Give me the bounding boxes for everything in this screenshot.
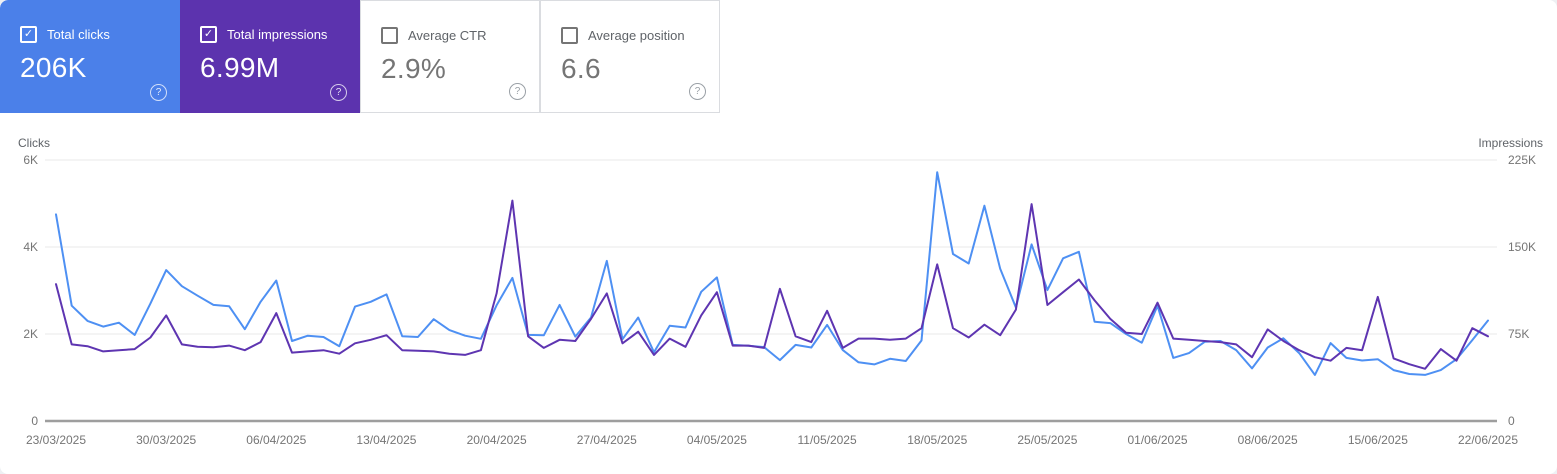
x-axis-date-label: 27/04/2025 bbox=[577, 433, 637, 447]
checkbox-unchecked-icon[interactable] bbox=[561, 27, 578, 44]
x-axis-date-label: 04/05/2025 bbox=[687, 433, 747, 447]
left-axis-tick: 0 bbox=[31, 414, 38, 428]
impressions-line bbox=[55, 199, 1489, 370]
right-axis-tick: 225K bbox=[1508, 153, 1536, 167]
left-axis-tick: 2K bbox=[23, 327, 38, 341]
average-ctr-value: 2.9% bbox=[381, 53, 447, 84]
x-axis-date-label: 20/04/2025 bbox=[467, 433, 527, 447]
help-icon[interactable] bbox=[509, 83, 526, 100]
right-axis-tick: 0 bbox=[1508, 414, 1515, 428]
average-ctr-label-row: Average CTR bbox=[381, 27, 523, 44]
total-impressions-card[interactable]: Total impressions 6.99M bbox=[180, 0, 360, 113]
help-icon[interactable] bbox=[330, 84, 347, 101]
checkbox-checked-icon[interactable] bbox=[20, 26, 37, 43]
card-label: Total clicks bbox=[47, 27, 110, 42]
total-clicks-label-row: Total clicks bbox=[20, 26, 164, 43]
x-axis-date-label: 06/04/2025 bbox=[246, 433, 306, 447]
x-axis-date-label: 13/04/2025 bbox=[356, 433, 416, 447]
average-ctr-card[interactable]: Average CTR 2.9% bbox=[360, 0, 540, 113]
card-label: Average position bbox=[588, 28, 685, 43]
left-axis-title: Clicks bbox=[18, 136, 50, 150]
x-axis-date-label: 01/06/2025 bbox=[1128, 433, 1188, 447]
average-position-card[interactable]: Average position 6.6 bbox=[540, 0, 720, 113]
left-axis-tick: 6K bbox=[23, 153, 38, 167]
help-icon[interactable] bbox=[150, 84, 167, 101]
x-axis-date-label: 15/06/2025 bbox=[1348, 433, 1408, 447]
card-label: Average CTR bbox=[408, 28, 487, 43]
right-axis-tick: 75K bbox=[1508, 327, 1529, 341]
x-axis-date-label: 08/06/2025 bbox=[1238, 433, 1298, 447]
x-axis-date-label: 23/03/2025 bbox=[26, 433, 86, 447]
x-axis-date-label: 25/05/2025 bbox=[1017, 433, 1077, 447]
checkbox-unchecked-icon[interactable] bbox=[381, 27, 398, 44]
clicks-line bbox=[55, 171, 1489, 376]
performance-chart[interactable]: 0 0 2K 75K 4K 150K 6K 225K Clicks Impressions 23/0… bbox=[0, 130, 1557, 474]
average-position-label-row: Average position bbox=[561, 27, 703, 44]
metric-cards: Total clicks 206K Total impressions 6.99… bbox=[0, 0, 720, 113]
average-position-value: 6.6 bbox=[561, 53, 601, 84]
right-axis-tick: 150K bbox=[1508, 240, 1536, 254]
left-axis-tick: 4K bbox=[23, 240, 38, 254]
x-axis-date-label: 22/06/2025 bbox=[1458, 433, 1518, 447]
right-axis-title: Impressions bbox=[1478, 136, 1543, 150]
x-axis-date-label: 11/05/2025 bbox=[797, 433, 856, 447]
help-icon[interactable] bbox=[689, 83, 706, 100]
total-clicks-value: 206K bbox=[20, 52, 87, 83]
total-clicks-card[interactable]: Total clicks 206K bbox=[0, 0, 180, 113]
total-impressions-value: 6.99M bbox=[200, 52, 280, 83]
total-impressions-label-row: Total impressions bbox=[200, 26, 344, 43]
x-axis-date-label: 18/05/2025 bbox=[907, 433, 967, 447]
card-label: Total impressions bbox=[227, 27, 328, 42]
x-axis-date-label: 30/03/2025 bbox=[136, 433, 196, 447]
checkbox-checked-icon[interactable] bbox=[200, 26, 217, 43]
